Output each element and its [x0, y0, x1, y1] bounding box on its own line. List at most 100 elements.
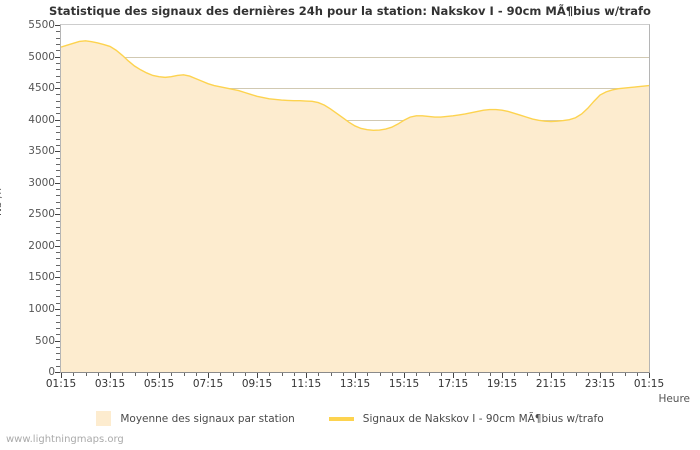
- y-minor-tick: [56, 201, 60, 203]
- y-minor-tick: [56, 359, 60, 361]
- x-major-tick: [257, 373, 258, 378]
- y-minor-tick: [56, 315, 60, 317]
- x-tick-label: 11:15: [290, 378, 322, 390]
- y-tick-label: 4500: [28, 82, 55, 95]
- x-major-tick: [649, 373, 650, 378]
- y-minor-tick: [56, 302, 60, 304]
- x-minor-tick: [220, 373, 222, 376]
- y-minor-tick: [56, 176, 60, 178]
- y-minor-tick: [56, 365, 60, 367]
- x-minor-tick: [563, 373, 565, 376]
- x-minor-tick: [330, 373, 332, 376]
- area-fill: [61, 40, 649, 372]
- x-minor-tick: [538, 373, 540, 376]
- x-minor-tick: [318, 373, 320, 376]
- x-major-tick: [453, 373, 454, 378]
- y-minor-tick: [56, 296, 60, 298]
- x-minor-tick: [171, 373, 173, 376]
- x-minor-tick: [526, 373, 528, 376]
- y-minor-tick: [56, 37, 60, 39]
- y-minor-tick: [56, 208, 60, 209]
- x-minor-tick: [440, 373, 442, 376]
- x-major-tick: [61, 373, 62, 378]
- legend-item[interactable]: Moyenne des signaux par station: [96, 411, 295, 426]
- y-major-tick: [55, 372, 60, 373]
- y-major-tick: [55, 56, 60, 58]
- x-tick-label: 21:15: [535, 378, 567, 390]
- chart-title: Statistique des signaux des dernières 24…: [49, 4, 651, 18]
- y-minor-tick: [56, 283, 60, 285]
- y-minor-tick: [56, 258, 60, 260]
- y-axis: 0 500 1000 1500 2000 2500 3000 3500 4000 4500 5000…: [0, 0, 55, 450]
- y-minor-tick: [56, 69, 60, 71]
- y-minor-tick: [56, 334, 60, 336]
- x-major-tick: [502, 373, 503, 378]
- y-major-tick: [55, 151, 60, 153]
- x-minor-tick: [477, 373, 479, 376]
- y-major-tick: [55, 277, 60, 279]
- x-major-tick: [551, 373, 552, 378]
- y-major-tick: [55, 25, 60, 26]
- x-minor-tick: [134, 373, 136, 376]
- y-minor-tick: [56, 132, 60, 134]
- y-minor-tick: [56, 50, 60, 52]
- x-minor-tick: [85, 373, 87, 376]
- x-major-tick: [159, 373, 160, 378]
- x-minor-tick: [183, 373, 185, 376]
- y-minor-tick: [56, 239, 60, 241]
- y-minor-tick: [56, 327, 60, 329]
- x-tick-label: 15:15: [388, 378, 420, 390]
- legend-area-swatch-icon: [96, 411, 112, 426]
- x-tick-label: 09:15: [241, 378, 273, 390]
- gridline: [61, 56, 649, 58]
- x-major-tick: [208, 373, 209, 378]
- y-tick-label: 3500: [28, 145, 55, 158]
- x-minor-tick: [489, 373, 491, 376]
- y-minor-tick: [56, 144, 60, 146]
- y-minor-tick: [56, 94, 60, 96]
- y-major-tick: [55, 88, 60, 90]
- x-minor-tick: [624, 373, 626, 376]
- y-minor-tick: [56, 252, 60, 254]
- x-minor-tick: [612, 373, 614, 376]
- x-minor-tick: [97, 373, 99, 376]
- x-minor-tick: [465, 373, 467, 376]
- y-minor-tick: [56, 170, 60, 172]
- x-tick-label: 07:15: [192, 378, 224, 390]
- x-minor-tick: [232, 373, 234, 376]
- legend-item[interactable]: Signaux de Nakskov I - 90cm MÃ¶bius w/tr…: [328, 413, 604, 425]
- y-minor-tick: [56, 163, 60, 165]
- y-minor-tick: [56, 75, 60, 77]
- x-minor-tick: [514, 373, 516, 376]
- y-tick-label: 5500: [28, 19, 55, 31]
- x-minor-tick: [428, 373, 430, 376]
- x-tick-label: 01:15: [45, 378, 77, 390]
- y-tick-label: 5000: [28, 50, 55, 63]
- y-tick-label: 1000: [28, 302, 55, 315]
- series-line: [61, 40, 649, 132]
- x-minor-tick: [575, 373, 577, 376]
- y-minor-tick: [56, 113, 60, 115]
- x-major-tick: [600, 373, 601, 378]
- y-tick-label: 1500: [28, 271, 55, 284]
- y-minor-tick: [56, 125, 60, 127]
- y-minor-tick: [56, 107, 60, 108]
- x-minor-tick: [195, 373, 197, 376]
- x-tick-label: 05:15: [143, 378, 175, 390]
- y-tick-label: 0: [48, 366, 55, 378]
- x-minor-tick: [281, 373, 283, 376]
- x-tick-label: 03:15: [94, 378, 126, 390]
- y-tick-label: 3000: [28, 176, 55, 189]
- y-minor-tick: [56, 138, 60, 140]
- x-major-tick: [404, 373, 405, 378]
- y-major-tick: [55, 119, 60, 121]
- y-minor-tick: [56, 189, 60, 190]
- y-axis-title: Nb /h: [0, 187, 5, 217]
- area-series-nakskov: [61, 40, 649, 372]
- y-tick-label: 2500: [28, 208, 55, 221]
- x-tick-label: 19:15: [486, 378, 518, 390]
- x-major-tick: [110, 373, 111, 378]
- y-minor-tick: [56, 353, 60, 355]
- y-minor-tick: [56, 321, 60, 323]
- y-tick-label: 2000: [28, 239, 55, 252]
